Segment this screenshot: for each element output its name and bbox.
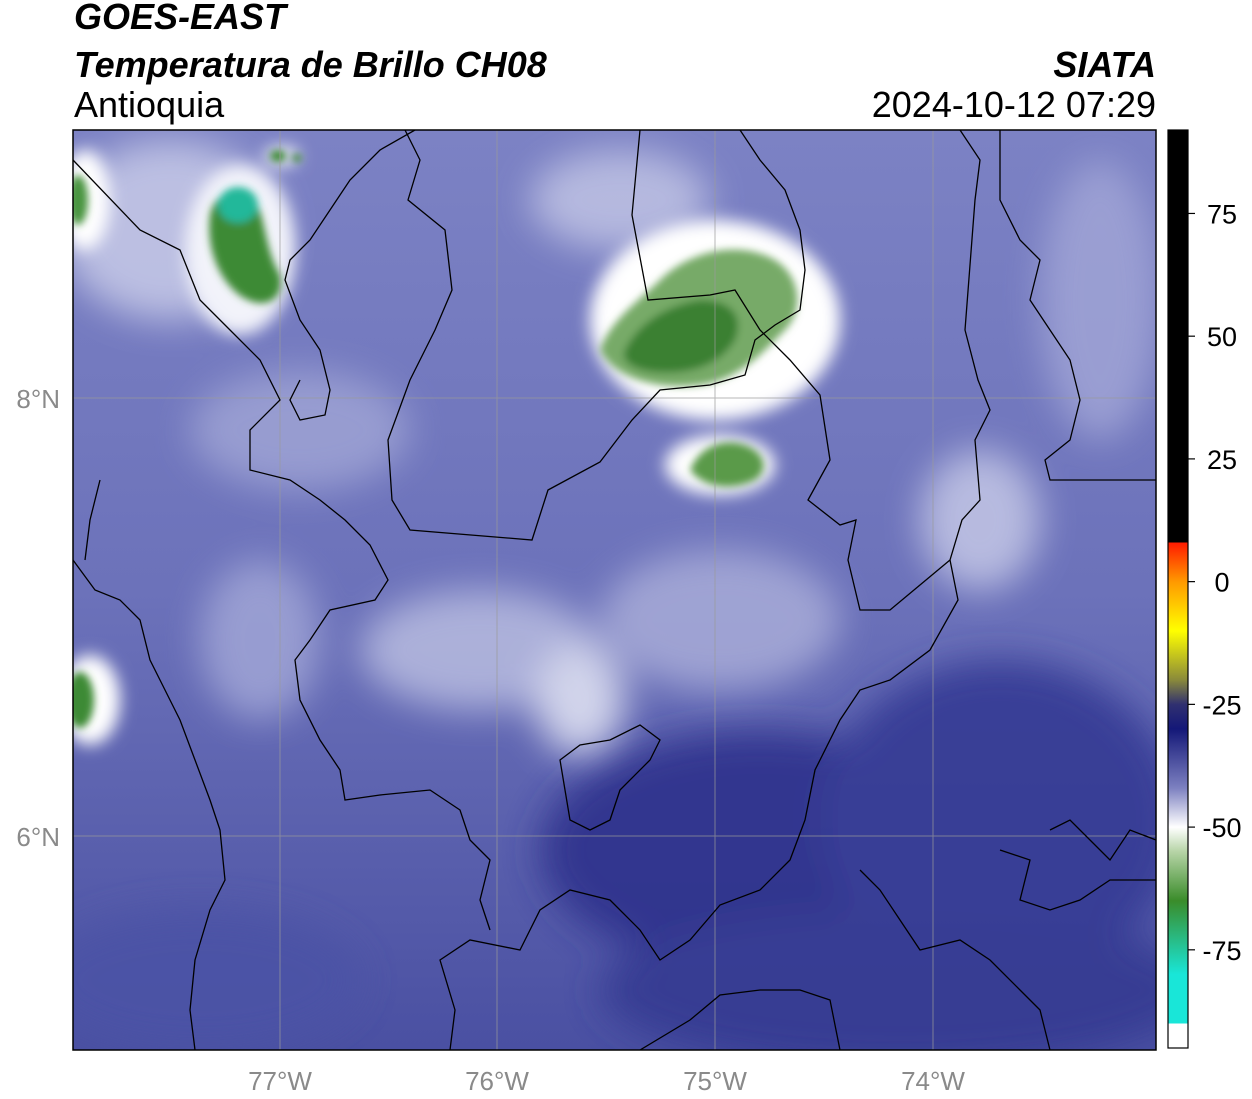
brightness-temperature-field xyxy=(73,130,1156,1050)
colorbar-tick-label: -50 xyxy=(1202,813,1241,843)
lat-tick: 8°N xyxy=(16,384,60,414)
region-label: Antioquia xyxy=(74,84,225,125)
agency-label: SIATA xyxy=(1053,44,1156,85)
colorbar-tick-label: 50 xyxy=(1207,322,1237,352)
colorbar-tick-label: 0 xyxy=(1214,568,1229,598)
satellite-title: GOES-EAST xyxy=(74,0,287,37)
colorbar-ticks: 75 50 25 0 -25 -50 -75 xyxy=(1188,199,1242,966)
product-title: Temperatura de Brillo CH08 xyxy=(74,44,547,85)
colorbar-tick-label: 25 xyxy=(1207,445,1237,475)
gridlines xyxy=(73,130,1156,1050)
lon-tick: 75°W xyxy=(683,1066,747,1096)
colorbar-tick-label: 75 xyxy=(1207,199,1237,229)
lat-tick: 6°N xyxy=(16,822,60,852)
colorbar xyxy=(1168,130,1188,1048)
lon-tick: 77°W xyxy=(248,1066,312,1096)
lon-tick: 74°W xyxy=(901,1066,965,1096)
map-frame xyxy=(72,129,1157,1051)
timestamp-label: 2024-10-12 07:29 xyxy=(871,84,1156,125)
political-borders xyxy=(73,130,1156,1050)
longitude-ticks: 77°W 76°W 75°W 74°W xyxy=(248,1066,965,1096)
colorbar-frame xyxy=(1167,129,1189,1049)
colorbar-tick-label: -25 xyxy=(1202,690,1241,720)
colorbar-tick-label: -75 xyxy=(1202,936,1241,966)
lon-tick: 76°W xyxy=(465,1066,529,1096)
latitude-ticks: 8°N 6°N xyxy=(16,384,60,852)
